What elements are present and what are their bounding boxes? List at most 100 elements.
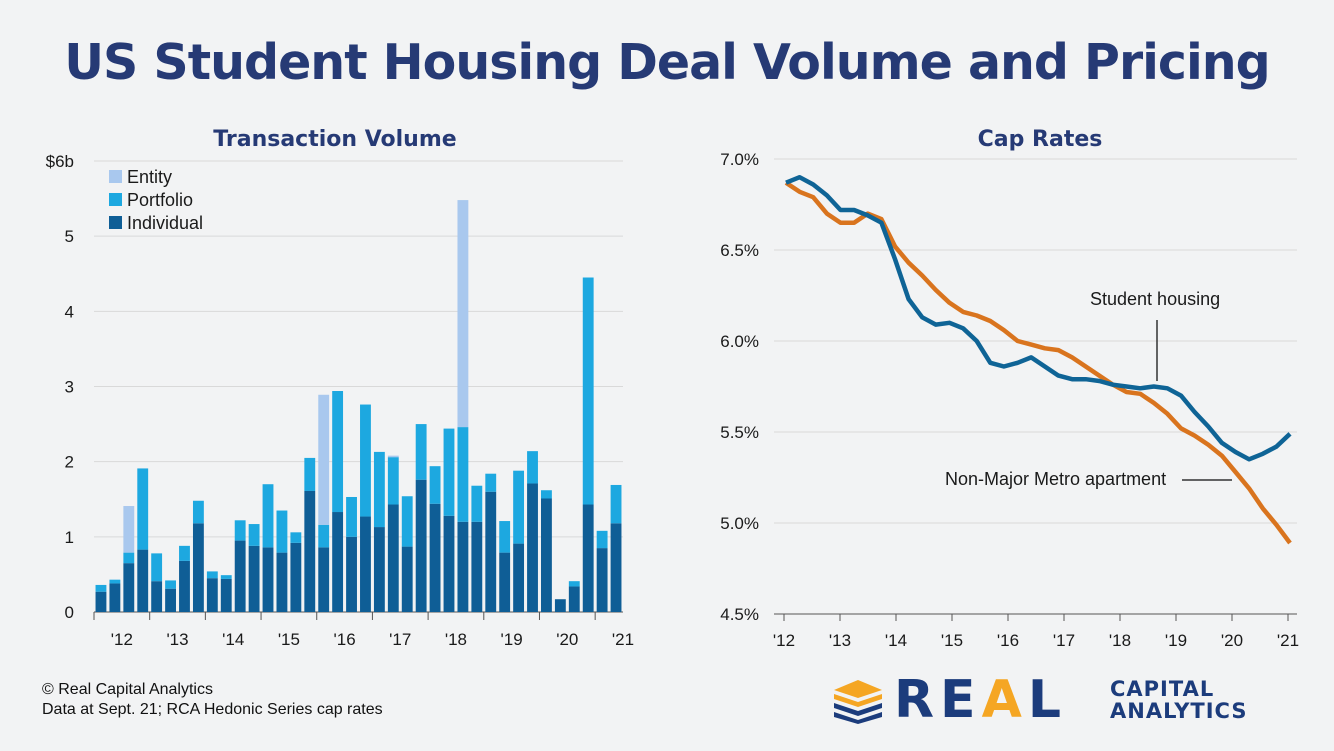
volume-bar-portfolio [513,470,525,544]
volume-bar-portfolio [304,457,316,491]
volume-bar-portfolio [262,484,274,548]
volume-bar-individual [137,549,149,612]
cap-rates-chart: Cap Rates 4.5%5.0%5.5%6.0%6.5%7.0% '12'1… [720,127,1299,650]
logo-wordmark: REAL [894,672,1067,728]
student-housing-line [785,174,1292,462]
logo-subtitle: CAPITAL ANALYTICS [1110,678,1247,722]
cap-rate-y-tick-label: 4.5% [720,605,759,624]
volume-bar-portfolio [206,571,218,579]
cap-rate-x-tick-label: '17 [1053,631,1075,650]
volume-bar-entity [123,506,135,553]
volume-bar-portfolio [346,496,357,537]
volume-bar-portfolio [568,581,580,587]
cap-rate-x-tick-label: '18 [1109,631,1131,650]
legend-swatch-entity [109,170,122,183]
volume-bar-individual [554,599,566,612]
volume-x-ticks: '12 '13 '14 '15 '16 '17 '18 '19 '20 '21 [93,612,634,649]
legend-swatch-individual [109,216,122,229]
volume-bar-portfolio [610,484,622,524]
volume-bar-individual [234,540,246,612]
logo-letter-l: L [1027,670,1067,730]
volume-bar-portfolio [165,580,176,589]
cap-rate-x-tick-label: '13 [829,631,851,650]
volume-x-tick-label: '18 [445,630,467,649]
volume-x-tick-label: '13 [166,630,188,649]
volume-bar-portfolio [360,404,371,517]
volume-bar-individual [109,583,121,612]
legend-label-entity: Entity [127,167,172,187]
cap-rate-x-tick-label: '14 [885,631,907,650]
volume-y-tick-label: 0 [65,603,74,622]
volume-x-tick-label: '19 [501,630,523,649]
volume-bar-individual [304,490,316,612]
cap-rate-y-tick-label: 6.0% [720,332,759,351]
volume-bar-portfolio [276,510,288,553]
cap-rate-x-tick-label: '12 [773,631,795,650]
volume-bar-individual [610,523,622,612]
volume-bar-individual [290,542,302,612]
source-note: Data at Sept. 21; RCA Hedonic Series cap… [42,701,383,718]
legend-label-individual: Individual [127,213,203,233]
volume-bar-individual [568,586,580,612]
cap-rate-x-tick-label: '21 [1277,631,1299,650]
volume-bar-individual [318,547,330,612]
volume-bar-portfolio [457,427,469,522]
volume-y-ticks: 0 1 2 3 4 5 $6b [46,152,74,622]
volume-bar-portfolio [401,496,413,547]
volume-bar-individual [192,523,204,612]
volume-bar-portfolio [318,524,330,548]
volume-bar-individual [471,521,483,612]
cap-rate-lines [784,174,1292,545]
volume-bar-portfolio [234,520,246,541]
volume-legend: Entity Portfolio Individual [109,167,203,233]
volume-bar-individual [165,588,176,612]
volume-y-tick-label: $6b [46,152,74,171]
volume-bar-portfolio [248,524,260,546]
volume-bar-portfolio [220,575,232,579]
volume-bar-portfolio [582,277,594,505]
volume-bar-portfolio [485,473,497,492]
volume-bar-individual [276,552,288,612]
volume-bar-individual [332,512,344,612]
volume-bar-individual [401,546,413,612]
logo-mark-icon [834,680,882,724]
volume-bar-portfolio [443,428,455,516]
cap-rate-x-tick-label: '15 [941,631,963,650]
volume-bar-portfolio [137,468,149,550]
volume-x-tick-label: '12 [111,630,133,649]
volume-bar-individual [220,578,232,612]
cap-rate-x-tick-label: '16 [997,631,1019,650]
logo-capital: CAPITAL [1110,677,1215,701]
volume-bar-portfolio [123,552,135,564]
volume-y-tick-label: 1 [65,528,74,547]
volume-bar-portfolio [596,530,608,549]
page-title: US Student Housing Deal Volume and Prici… [64,34,1270,91]
cap-rate-x-tick-label: '19 [1165,631,1187,650]
volume-bar-individual [582,504,594,612]
volume-bars [95,200,622,612]
volume-y-tick-label: 2 [65,453,74,472]
cap-rate-y-ticks: 4.5% 5.0% 5.5% 6.0% 6.5% 7.0% [720,150,759,624]
volume-bar-entity [457,200,469,428]
volume-bar-portfolio [527,451,538,484]
volume-x-tick-label: '17 [389,630,411,649]
volume-bar-portfolio [290,532,302,543]
volume-bar-individual [262,547,274,612]
cap-rate-y-tick-label: 5.5% [720,423,759,442]
copyright-text: © Real Capital Analytics [42,681,213,698]
volume-bar-individual [541,498,552,612]
volume-bar-individual [527,483,538,612]
volume-x-tick-label: '20 [556,630,578,649]
volume-bar-portfolio [415,424,427,480]
volume-bar-portfolio [429,466,441,504]
volume-bar-portfolio [373,451,385,528]
transaction-volume-title: Transaction Volume [213,127,456,152]
legend-swatch-portfolio [109,193,122,206]
volume-bar-entity [387,455,399,458]
volume-bar-individual [596,548,608,612]
logo-letter-a: A [981,670,1028,730]
cap-rate-x-tick-label: '20 [1221,631,1243,650]
volume-bar-individual [485,491,497,612]
cap-rate-y-tick-label: 5.0% [720,514,759,533]
